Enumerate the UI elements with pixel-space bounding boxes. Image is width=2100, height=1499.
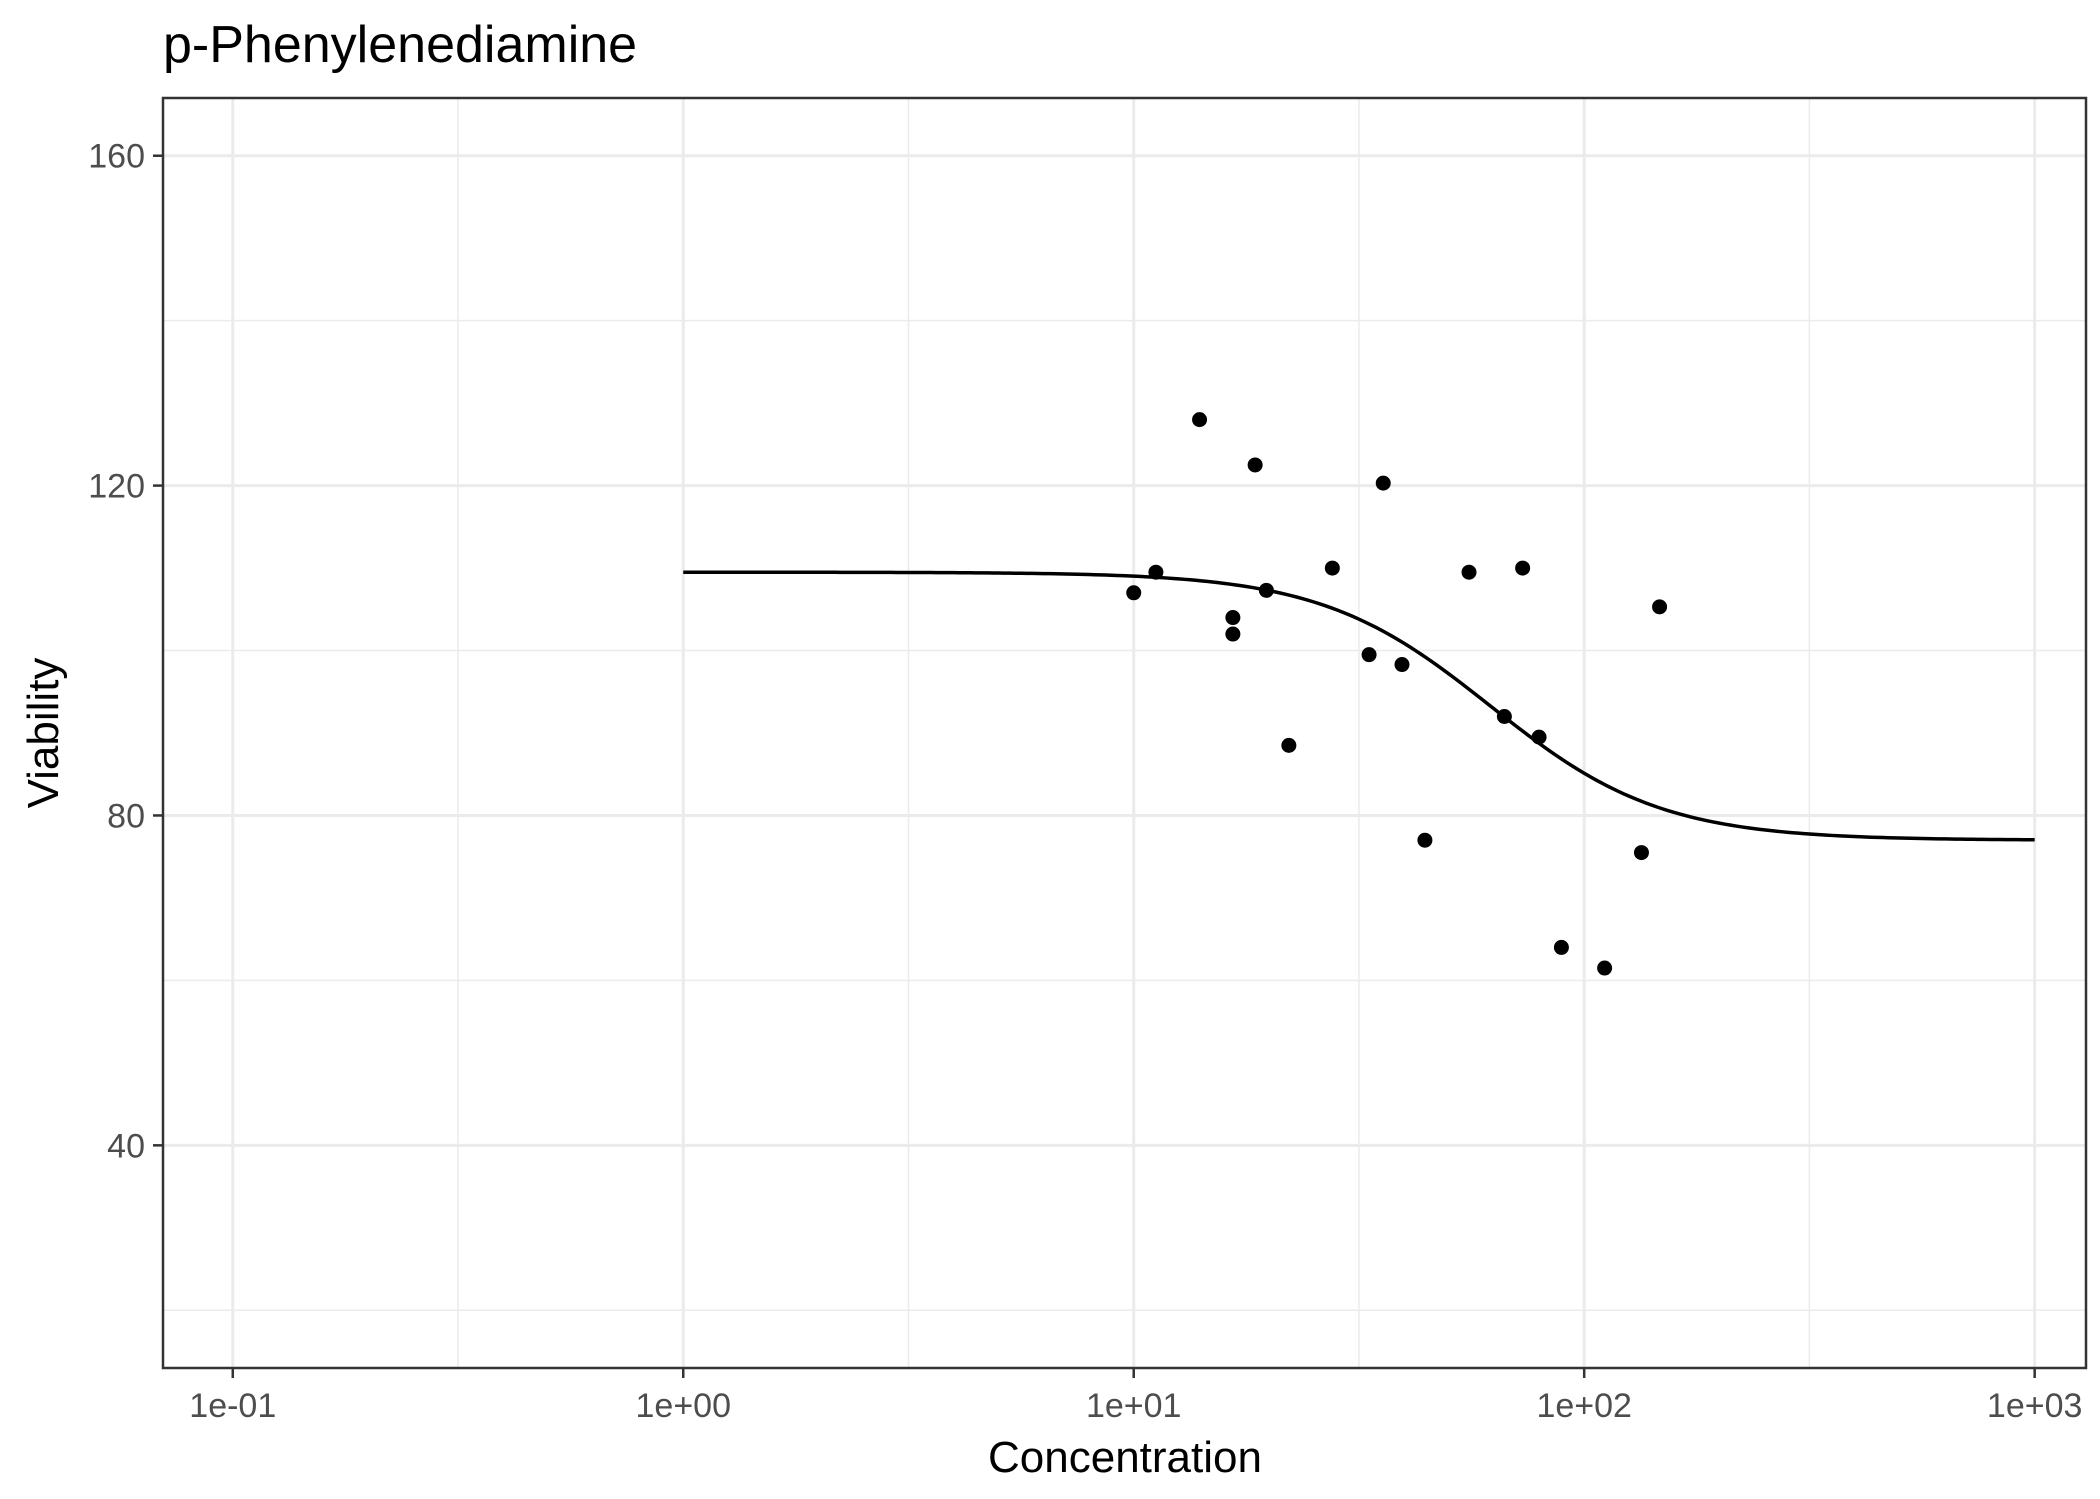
y-axis: 40 80 120 160 (88, 138, 163, 1165)
x-tick-label: 1e+03 (1987, 1387, 2083, 1425)
x-tick-label: 1e-01 (189, 1387, 276, 1425)
data-point (1652, 599, 1668, 615)
x-tick-label: 1e+01 (1086, 1387, 1182, 1425)
data-point (1375, 475, 1391, 491)
y-tick-label: 160 (88, 138, 145, 176)
data-point (1361, 647, 1377, 663)
y-tick-label: 80 (107, 797, 145, 835)
fit-curve-line (683, 570, 2035, 842)
y-tick-label: 120 (88, 468, 145, 506)
data-point (1515, 560, 1531, 576)
data-point (1148, 564, 1164, 580)
data-point (1192, 412, 1208, 428)
data-point (1225, 610, 1241, 626)
data-point (1126, 585, 1142, 601)
fit-curve-layer (683, 570, 2035, 842)
data-point (1496, 709, 1512, 725)
data-point (1633, 845, 1649, 861)
x-axis-title: Concentration (988, 1433, 1262, 1482)
x-tick-label: 1e+00 (636, 1387, 732, 1425)
data-point (1247, 457, 1263, 473)
data-point (1324, 560, 1340, 576)
data-point (1417, 832, 1433, 848)
data-point (1394, 657, 1410, 673)
data-point (1553, 939, 1569, 955)
y-tick-label: 40 (107, 1127, 145, 1165)
data-point (1281, 737, 1297, 753)
data-points (1126, 412, 1668, 976)
x-axis: 1e-01 1e+00 1e+01 1e+02 1e+03 (189, 1368, 2082, 1425)
x-tick-label: 1e+02 (1536, 1387, 1632, 1425)
data-point (1461, 564, 1477, 580)
panel-border (161, 96, 2088, 1370)
grid-lines (163, 98, 2086, 1368)
data-point (1597, 960, 1613, 976)
plot-panel (161, 96, 2088, 1370)
data-point (1258, 582, 1274, 598)
data-point (1225, 626, 1241, 642)
y-axis-title: Viability (19, 658, 68, 809)
chart-title: p-Phenylenediamine (163, 16, 637, 74)
data-point (1531, 729, 1547, 745)
